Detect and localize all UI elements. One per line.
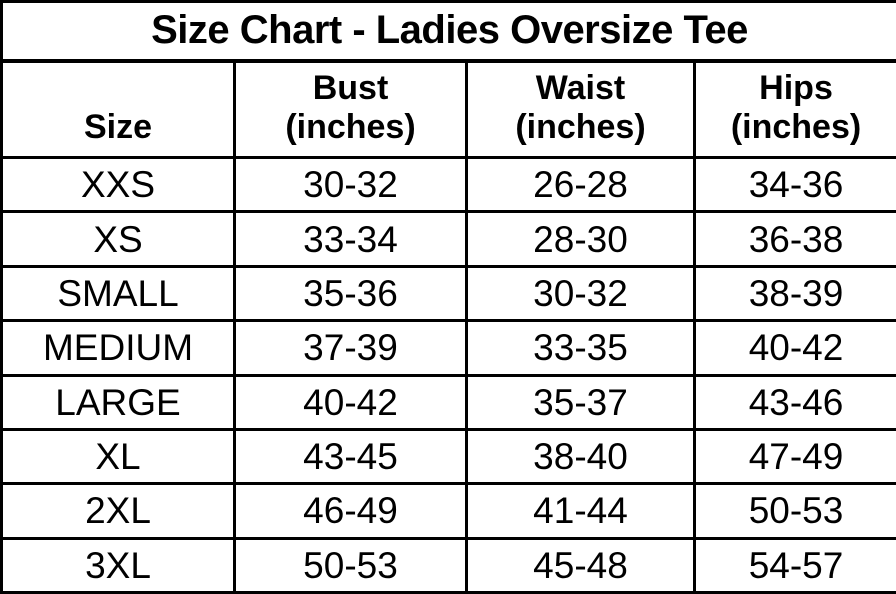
cell-hips: 40-42 (692, 319, 896, 377)
cell-bust: 40-42 (233, 373, 468, 431)
column-header-bust-unit: (inches) (285, 107, 416, 146)
column-header-hips-label: Hips (759, 69, 833, 108)
cell-size: XS (0, 210, 236, 268)
cell-hips: 43-46 (692, 373, 896, 431)
table-row-3xl: 3XL 50-53 45-48 54-57 (0, 536, 896, 594)
table-row-xl: XL 43-45 38-40 47-49 (0, 427, 896, 486)
cell-size: XXS (0, 155, 236, 214)
table-row-medium: MEDIUM 37-39 33-35 40-42 (0, 319, 896, 377)
cell-waist: 33-35 (465, 319, 696, 377)
cell-bust: 37-39 (233, 319, 468, 377)
cell-waist: 45-48 (465, 536, 696, 594)
cell-waist: 28-30 (465, 210, 696, 268)
column-header-row: Size Bust (inches) Waist (inches) Hips (… (0, 59, 896, 159)
cell-size: MEDIUM (0, 319, 236, 377)
cell-bust: 35-36 (233, 264, 468, 323)
column-header-waist-unit: (inches) (515, 107, 646, 146)
cell-bust: 30-32 (233, 155, 468, 214)
column-header-size: Size (0, 59, 236, 159)
cell-waist: 26-28 (465, 155, 696, 214)
cell-bust: 50-53 (233, 536, 468, 594)
column-header-size-label: Size (83, 107, 153, 146)
cell-waist: 41-44 (465, 482, 696, 540)
table-row-large: LARGE 40-42 35-37 43-46 (0, 373, 896, 431)
table-row-2xl: 2XL 46-49 41-44 50-53 (0, 482, 896, 540)
table-row-xs: XS 33-34 28-30 36-38 (0, 210, 896, 268)
cell-size: 3XL (0, 536, 236, 594)
column-header-bust-label: Bust (312, 69, 389, 108)
title-row: Size Chart - Ladies Oversize Tee (0, 0, 896, 63)
cell-bust: 46-49 (233, 482, 468, 540)
page-title: Size Chart - Ladies Oversize Tee (0, 0, 896, 63)
cell-hips: 54-57 (692, 536, 896, 594)
column-header-hips-unit: (inches) (730, 107, 862, 146)
cell-waist: 38-40 (465, 427, 696, 486)
table-row-small: SMALL 35-36 30-32 38-39 (0, 264, 896, 323)
cell-waist: 30-32 (465, 264, 696, 323)
cell-hips: 34-36 (692, 155, 896, 214)
cell-size: XL (0, 427, 236, 486)
cell-waist: 35-37 (465, 373, 696, 431)
cell-hips: 50-53 (692, 482, 896, 540)
cell-hips: 47-49 (692, 427, 896, 486)
cell-hips: 36-38 (692, 210, 896, 268)
table-row-xxs: XXS 30-32 26-28 34-36 (0, 155, 896, 214)
column-header-hips: Hips (inches) (692, 59, 896, 159)
cell-hips: 38-39 (692, 264, 896, 323)
cell-bust: 43-45 (233, 427, 468, 486)
cell-size: LARGE (0, 373, 236, 431)
cell-size: SMALL (0, 264, 236, 323)
cell-size: 2XL (0, 482, 236, 540)
column-header-bust: Bust (inches) (233, 59, 468, 159)
column-header-waist-label: Waist (535, 69, 626, 108)
column-header-waist: Waist (inches) (465, 59, 696, 159)
cell-bust: 33-34 (233, 210, 468, 268)
